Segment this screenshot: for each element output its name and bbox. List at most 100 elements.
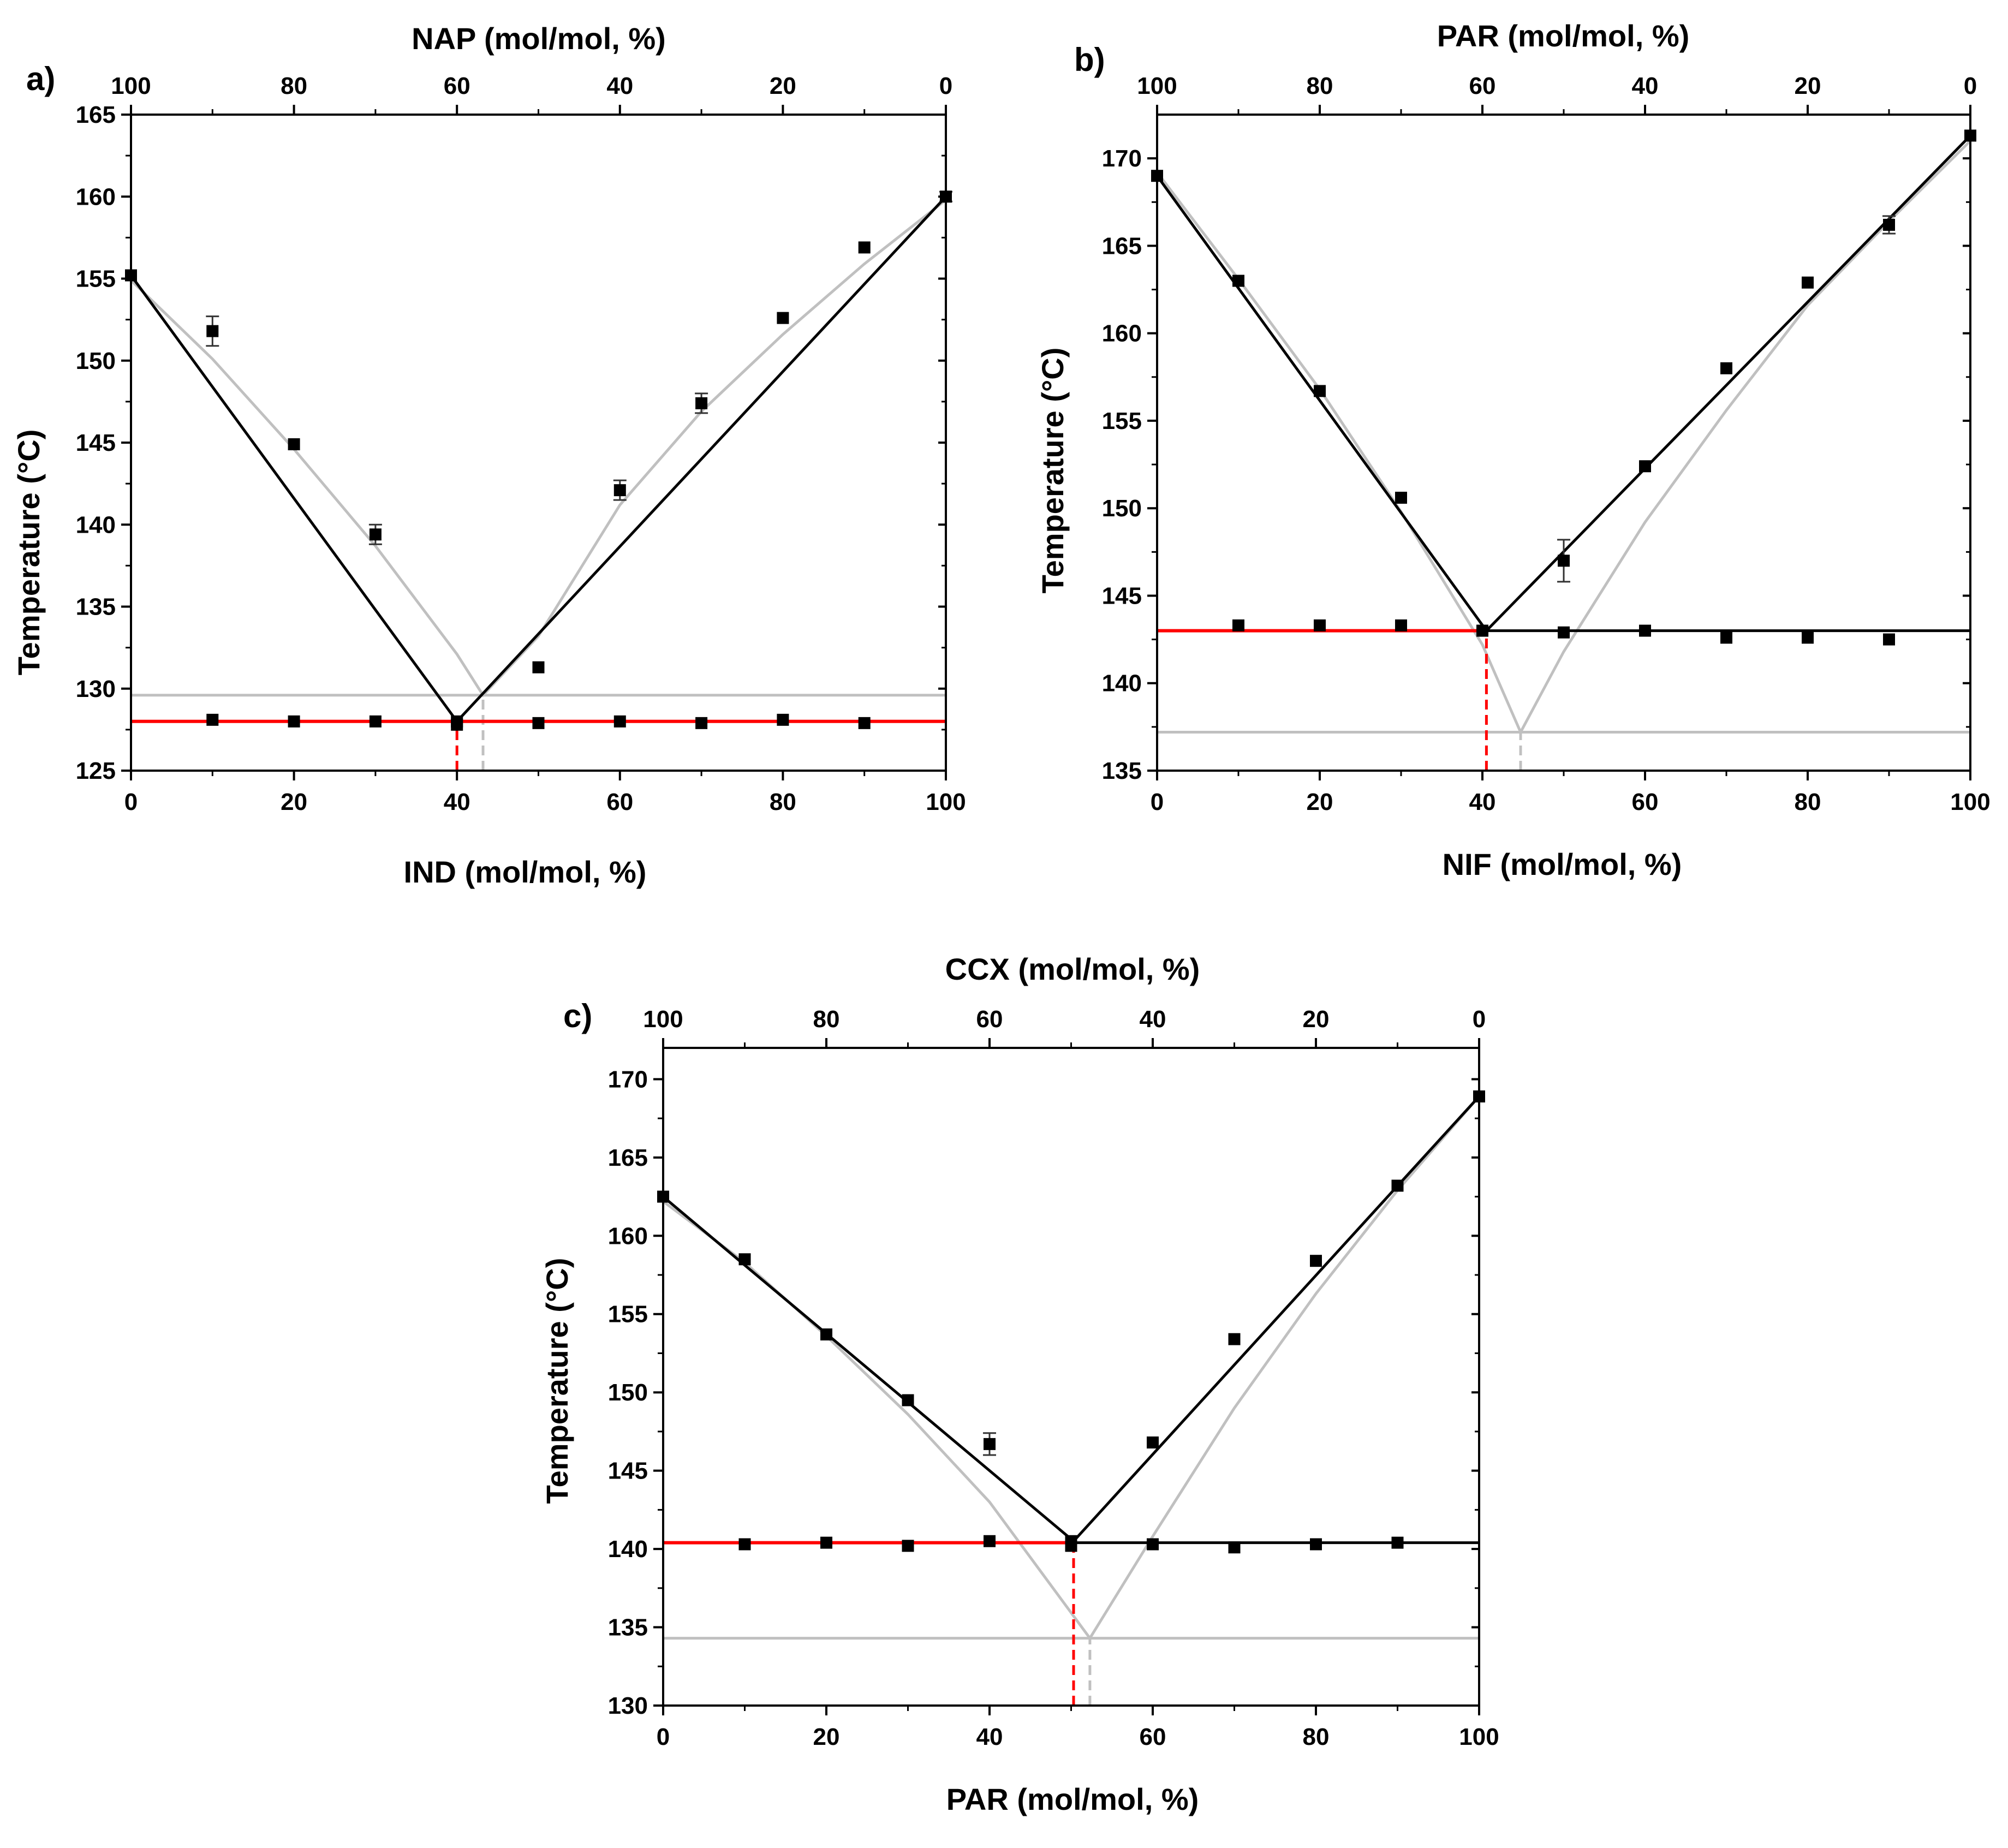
x2-tick-label: 0 — [939, 73, 952, 99]
x-tick-label: 0 — [124, 789, 138, 815]
y-axis-title: Temperature (°C) — [11, 430, 46, 676]
y-tick-label: 140 — [1102, 670, 1142, 697]
y-tick-label: 170 — [608, 1066, 648, 1093]
y-tick-label: 155 — [1102, 408, 1142, 434]
solidus-measured-point — [984, 1535, 996, 1547]
x2-tick-label: 20 — [1795, 73, 1821, 99]
y-tick-label: 155 — [76, 266, 116, 293]
x2-tick-label: 60 — [1469, 73, 1496, 99]
x2-tick-label: 60 — [976, 1006, 1003, 1033]
solidus-measured-point — [1883, 633, 1895, 646]
y-tick-label: 165 — [608, 1144, 648, 1171]
y-tick-label: 165 — [76, 102, 116, 128]
solidus-measured-point — [902, 1540, 914, 1552]
x2-tick-label: 100 — [1137, 73, 1177, 99]
x-tick-label: 0 — [657, 1724, 670, 1750]
y-tick-label: 170 — [1102, 145, 1142, 172]
liquidus-measured-point — [1310, 1255, 1322, 1267]
solidus-measured-point — [369, 715, 382, 728]
x2-tick-label: 100 — [643, 1006, 683, 1033]
top-axis-title: CCX (mol/mol, %) — [945, 952, 1200, 986]
markers-group — [1151, 129, 1976, 646]
y-tick-label: 140 — [608, 1536, 648, 1563]
x2-tick-label: 80 — [1307, 73, 1333, 99]
x2-tick-label: 40 — [606, 73, 633, 99]
y-tick-label: 130 — [76, 676, 116, 702]
x2-tick-label: 80 — [281, 73, 307, 99]
y-axis-title: Temperature (°C) — [540, 1258, 574, 1504]
y-tick-label: 145 — [76, 430, 116, 456]
liquidus-measured-point — [1391, 1179, 1404, 1192]
liquidus-measured-point — [1883, 218, 1895, 231]
solidus-measured-point — [288, 715, 300, 728]
bottom-axis-title: IND (mol/mol, %) — [404, 855, 647, 889]
liquidus-measured-point — [777, 312, 789, 324]
x-tick-label: 80 — [1795, 789, 1821, 815]
x-tick-label: 0 — [1151, 789, 1164, 815]
solidus-measured-point — [206, 713, 219, 726]
liquidus-measured-point — [1720, 362, 1732, 374]
liquidus-measured-point — [695, 397, 708, 409]
x-tick-label: 100 — [926, 789, 966, 815]
liquidus-measured-point — [858, 241, 871, 254]
x-tick-label: 40 — [976, 1724, 1003, 1750]
solidus-measured-point — [532, 717, 545, 729]
panel-label: a) — [26, 61, 55, 97]
x-tick-label: 80 — [1303, 1724, 1330, 1750]
solidus-measured-point — [1476, 624, 1488, 637]
x-tick-label: 100 — [1950, 789, 1990, 815]
solidus-measured-point — [1391, 1536, 1404, 1549]
y-tick-label: 160 — [76, 183, 116, 210]
liquidus-measured-point — [1395, 491, 1407, 504]
x-tick-label: 100 — [1459, 1724, 1499, 1750]
solidus-measured-point — [1720, 631, 1732, 644]
top-axis-title: PAR (mol/mol, %) — [1437, 19, 1690, 53]
panel-label: c) — [563, 998, 592, 1034]
liquidus-measured-point — [288, 438, 300, 451]
solidus-measured-point — [1310, 1538, 1322, 1551]
solidus-measured-point — [451, 718, 463, 731]
ideal-liquidus-line — [130, 199, 947, 698]
solidus-measured-point — [1558, 626, 1570, 639]
x-tick-label: 20 — [281, 789, 307, 815]
y-tick-label: 155 — [608, 1301, 648, 1328]
y-tick-label: 135 — [608, 1614, 648, 1641]
solidus-measured-point — [695, 717, 708, 729]
x2-tick-label: 40 — [1140, 1006, 1166, 1033]
x2-tick-label: 100 — [111, 73, 151, 99]
panel-a: a) NAP (mol/mol, %) IND (mol/mol, %) Tem… — [11, 21, 966, 889]
x-tick-label: 60 — [606, 789, 633, 815]
liquidus-measured-point — [820, 1328, 832, 1341]
x-tick-label: 20 — [1307, 789, 1333, 815]
x-tick-label: 40 — [1469, 789, 1496, 815]
liquidus-measured-point — [1147, 1436, 1159, 1448]
solidus-measured-point — [1314, 619, 1326, 631]
y-axis-title: Temperature (°C) — [1035, 348, 1070, 594]
y-tick-label: 145 — [608, 1458, 648, 1485]
y-tick-label: 140 — [76, 511, 116, 538]
x2-tick-label: 0 — [1964, 73, 1977, 99]
y-tick-label: 150 — [608, 1379, 648, 1406]
solidus-measured-point — [777, 713, 789, 726]
liquidus-measured-point — [1639, 460, 1651, 473]
ideal-liquidus-line — [1156, 140, 1971, 736]
liquidus-measured-point — [1232, 275, 1244, 287]
solidus-measured-point — [1065, 1540, 1077, 1552]
y-tick-label: 145 — [1102, 582, 1142, 609]
y-tick-label: 160 — [608, 1223, 648, 1249]
x2-tick-label: 20 — [1303, 1006, 1330, 1033]
solidus-measured-point — [820, 1536, 832, 1549]
liquidus-measured-point — [1228, 1333, 1241, 1345]
x-tick-label: 20 — [813, 1724, 840, 1750]
liquidus-measured-point — [902, 1394, 914, 1406]
x-tick-label: 40 — [444, 789, 470, 815]
y-tick-label: 135 — [76, 594, 116, 621]
y-tick-label: 135 — [1102, 758, 1142, 784]
y-tick-label: 125 — [76, 758, 116, 784]
x-tick-label: 60 — [1140, 1724, 1166, 1750]
solidus-measured-point — [1147, 1538, 1159, 1551]
solidus-measured-point — [858, 717, 871, 729]
solidus-measured-point — [1232, 619, 1244, 631]
